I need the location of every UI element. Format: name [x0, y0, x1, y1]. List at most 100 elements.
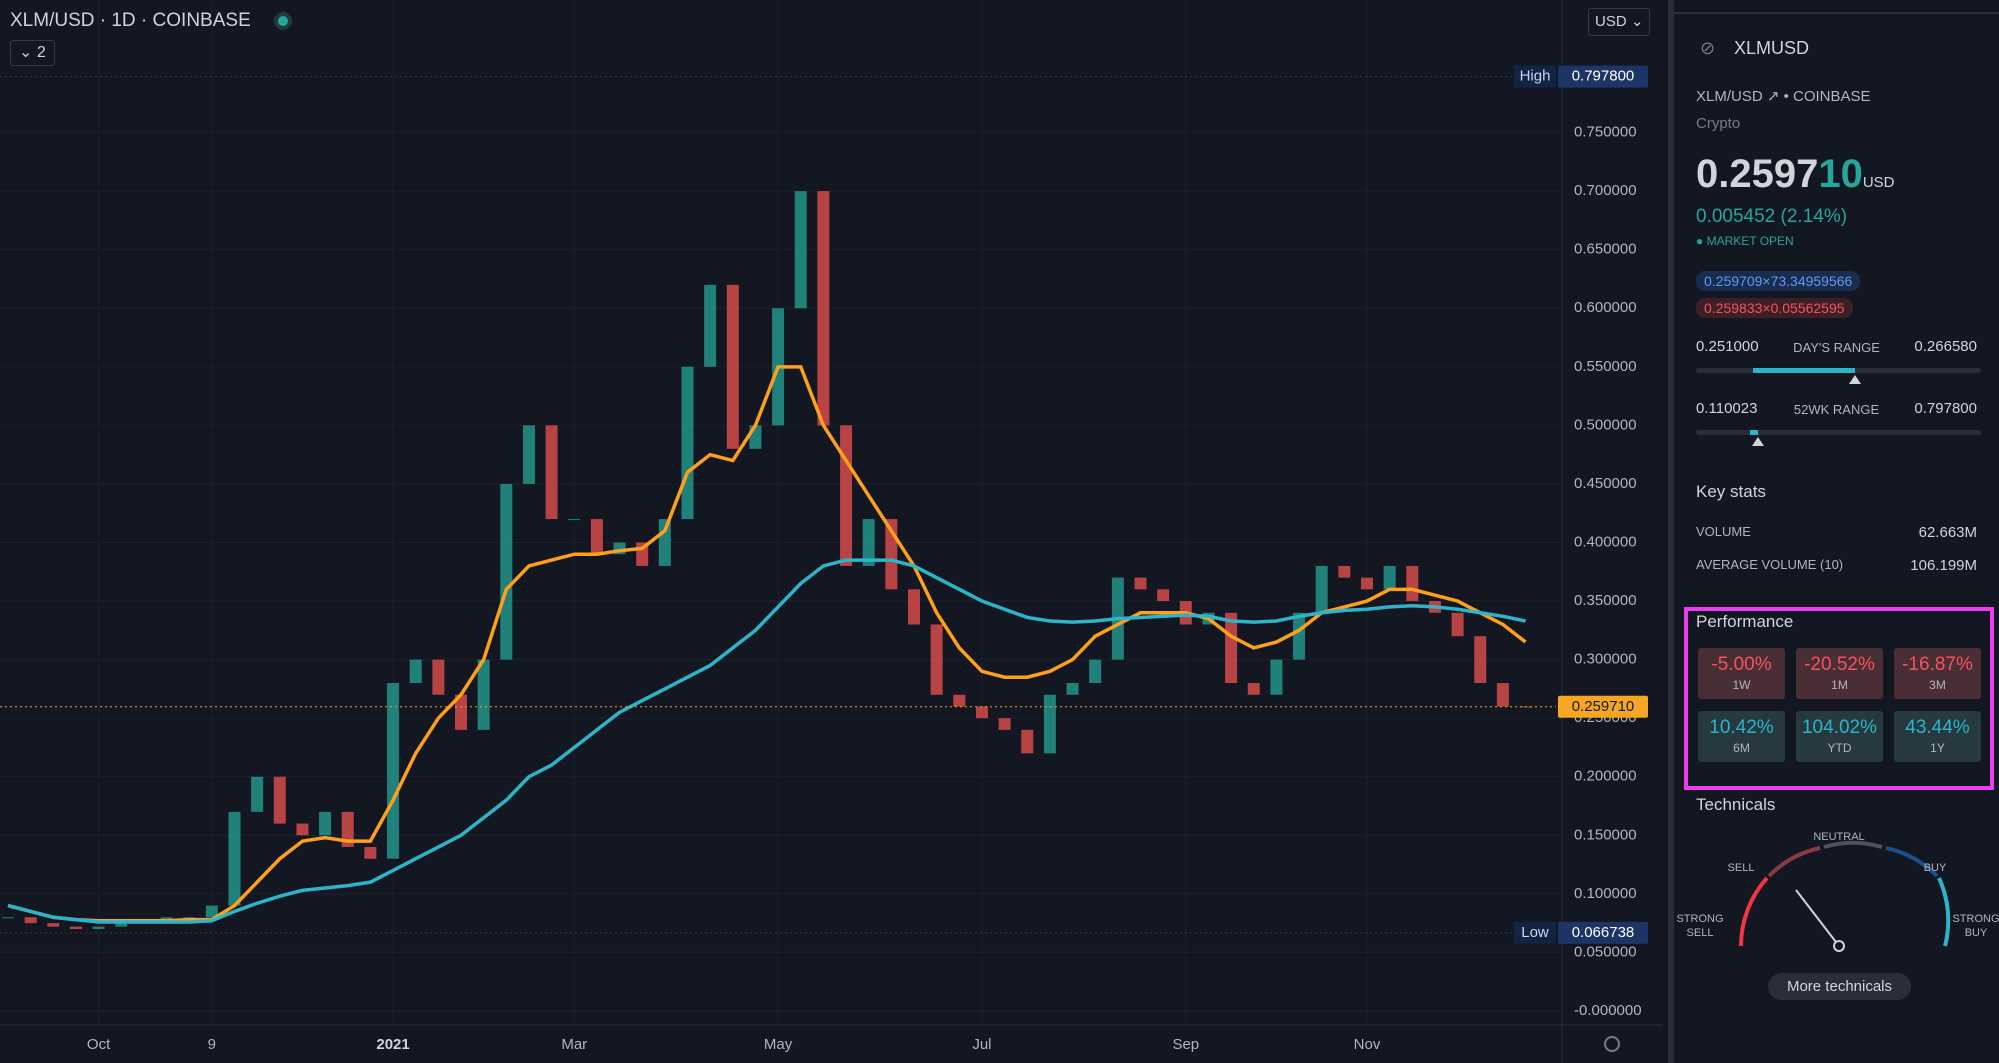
price-tail: 10	[1818, 152, 1863, 196]
y-tick-label: 0.500000	[1574, 416, 1637, 433]
x-tick-label: Sep	[1172, 1036, 1199, 1053]
badge-value: 0.066738	[1572, 924, 1635, 941]
candle	[477, 659, 490, 730]
currency: USD	[1595, 13, 1627, 30]
performance-period: 1Y	[1930, 741, 1945, 755]
candle	[1474, 636, 1487, 684]
candle	[1134, 577, 1147, 590]
badge-label-bg	[1514, 65, 1556, 88]
gauge-arc	[1823, 840, 1883, 849]
gauge-arc	[1767, 846, 1821, 878]
candle	[590, 519, 603, 555]
badge-label: High	[1520, 68, 1551, 85]
symbol-panel: ⊘ XLMUSD XLM/USD ↗ • COINBASE Crypto 0.2…	[1668, 0, 1999, 1063]
candle	[1451, 612, 1464, 637]
performance-period: 6M	[1733, 741, 1750, 755]
candle	[1043, 694, 1056, 754]
y-tick-label: 0.050000	[1574, 943, 1637, 960]
highlight-box	[1684, 607, 1994, 790]
gauge-needle	[1795, 889, 1840, 947]
range-title: 52WK RANGE	[1793, 402, 1880, 417]
interval[interactable]: 1D	[111, 10, 136, 31]
gauge-pivot	[1833, 940, 1845, 952]
candle	[251, 776, 264, 812]
y-tick-label: 0.350000	[1574, 592, 1637, 609]
performance-tile: -16.87% 3M	[1894, 648, 1981, 699]
price-main: 0.2597	[1696, 152, 1819, 196]
badge-value: 0.797800	[1572, 68, 1635, 85]
indicator-toggle[interactable]: ⌄ 2	[10, 40, 55, 66]
x-tick-label: 9	[208, 1036, 216, 1053]
y-tick-label: -0.000000	[1574, 1002, 1642, 1019]
badge-bg	[1558, 921, 1648, 944]
range-high: 0.266580	[1914, 338, 1977, 355]
symbol[interactable]: XLM/USD	[10, 10, 95, 31]
range-fill	[1750, 430, 1759, 435]
x-tick-label: Nov	[1354, 1036, 1381, 1053]
candle	[840, 425, 853, 566]
range-marker	[1752, 437, 1765, 446]
candle	[2, 917, 14, 919]
stat-value: 62.663M	[1918, 524, 1977, 541]
technicals-title: Technicals	[1696, 795, 1776, 814]
currency-select[interactable]: USD ⌄	[1588, 8, 1651, 36]
performance-value: 43.44%	[1905, 717, 1970, 738]
gauge-label: STRONG BUY	[1952, 913, 1999, 939]
y-tick-label: 0.300000	[1574, 651, 1637, 668]
stat-label: AVERAGE VOLUME (10)	[1696, 557, 1844, 572]
key-stats-title: Key stats	[1696, 482, 1766, 501]
candle	[681, 366, 694, 520]
candle	[228, 811, 241, 906]
performance-tile: -20.52% 1M	[1796, 648, 1883, 699]
ask: 0.259833×0.05562595	[1696, 298, 1853, 318]
performance-value: -20.52%	[1804, 654, 1875, 675]
indicator-count: 2	[36, 44, 46, 61]
more-technicals-button[interactable]: More technicals	[1768, 973, 1911, 1000]
candle	[1089, 659, 1102, 684]
candle	[296, 823, 309, 836]
candle	[432, 659, 445, 695]
candle	[455, 694, 467, 730]
gauge-arc	[1739, 876, 1769, 947]
stat-value: 106.199M	[1910, 557, 1977, 574]
symbol[interactable]: XLM/USD	[1696, 88, 1763, 105]
candle	[205, 905, 218, 918]
exchange: COINBASE	[152, 10, 251, 31]
performance-value: -16.87%	[1902, 654, 1973, 675]
gauge-label: NEUTRAL	[1813, 831, 1865, 843]
range-track	[1696, 430, 1981, 435]
gauge-label: STRONG SELL	[1676, 913, 1724, 939]
candle	[522, 425, 535, 484]
moving-average-line	[7, 558, 1526, 924]
candle	[1157, 589, 1170, 602]
candle	[1361, 577, 1373, 590]
candle	[1496, 683, 1509, 707]
badge-bg	[1558, 65, 1648, 88]
candle	[409, 659, 422, 684]
range-marker	[1849, 375, 1862, 384]
y-tick-label: 0.700000	[1574, 182, 1637, 199]
candle	[1406, 565, 1419, 602]
x-tick-label: Oct	[87, 1036, 111, 1053]
range-fill	[1753, 368, 1856, 373]
candle	[1270, 659, 1283, 695]
performance-title: Performance	[1696, 612, 1794, 631]
performance-period: YTD	[1827, 741, 1852, 755]
candle	[658, 519, 671, 566]
candle	[319, 811, 332, 836]
performance-value: 104.02%	[1801, 717, 1877, 738]
candle	[47, 923, 60, 927]
candle	[953, 694, 966, 707]
logo: ⊘	[1700, 38, 1716, 58]
candle	[613, 542, 626, 555]
candle	[1225, 612, 1238, 684]
asset-class: Crypto	[1696, 115, 1741, 132]
stat-label: VOLUME	[1696, 524, 1751, 539]
settings-icon[interactable]	[1604, 1036, 1620, 1052]
ticker: XLMUSD	[1734, 38, 1810, 58]
performance-tile: 43.44% 1Y	[1894, 711, 1981, 762]
price: 0.259710USD	[1696, 152, 1895, 197]
candle	[115, 923, 128, 927]
panel-rule	[1674, 12, 1999, 14]
performance-value: 10.42%	[1709, 717, 1774, 738]
